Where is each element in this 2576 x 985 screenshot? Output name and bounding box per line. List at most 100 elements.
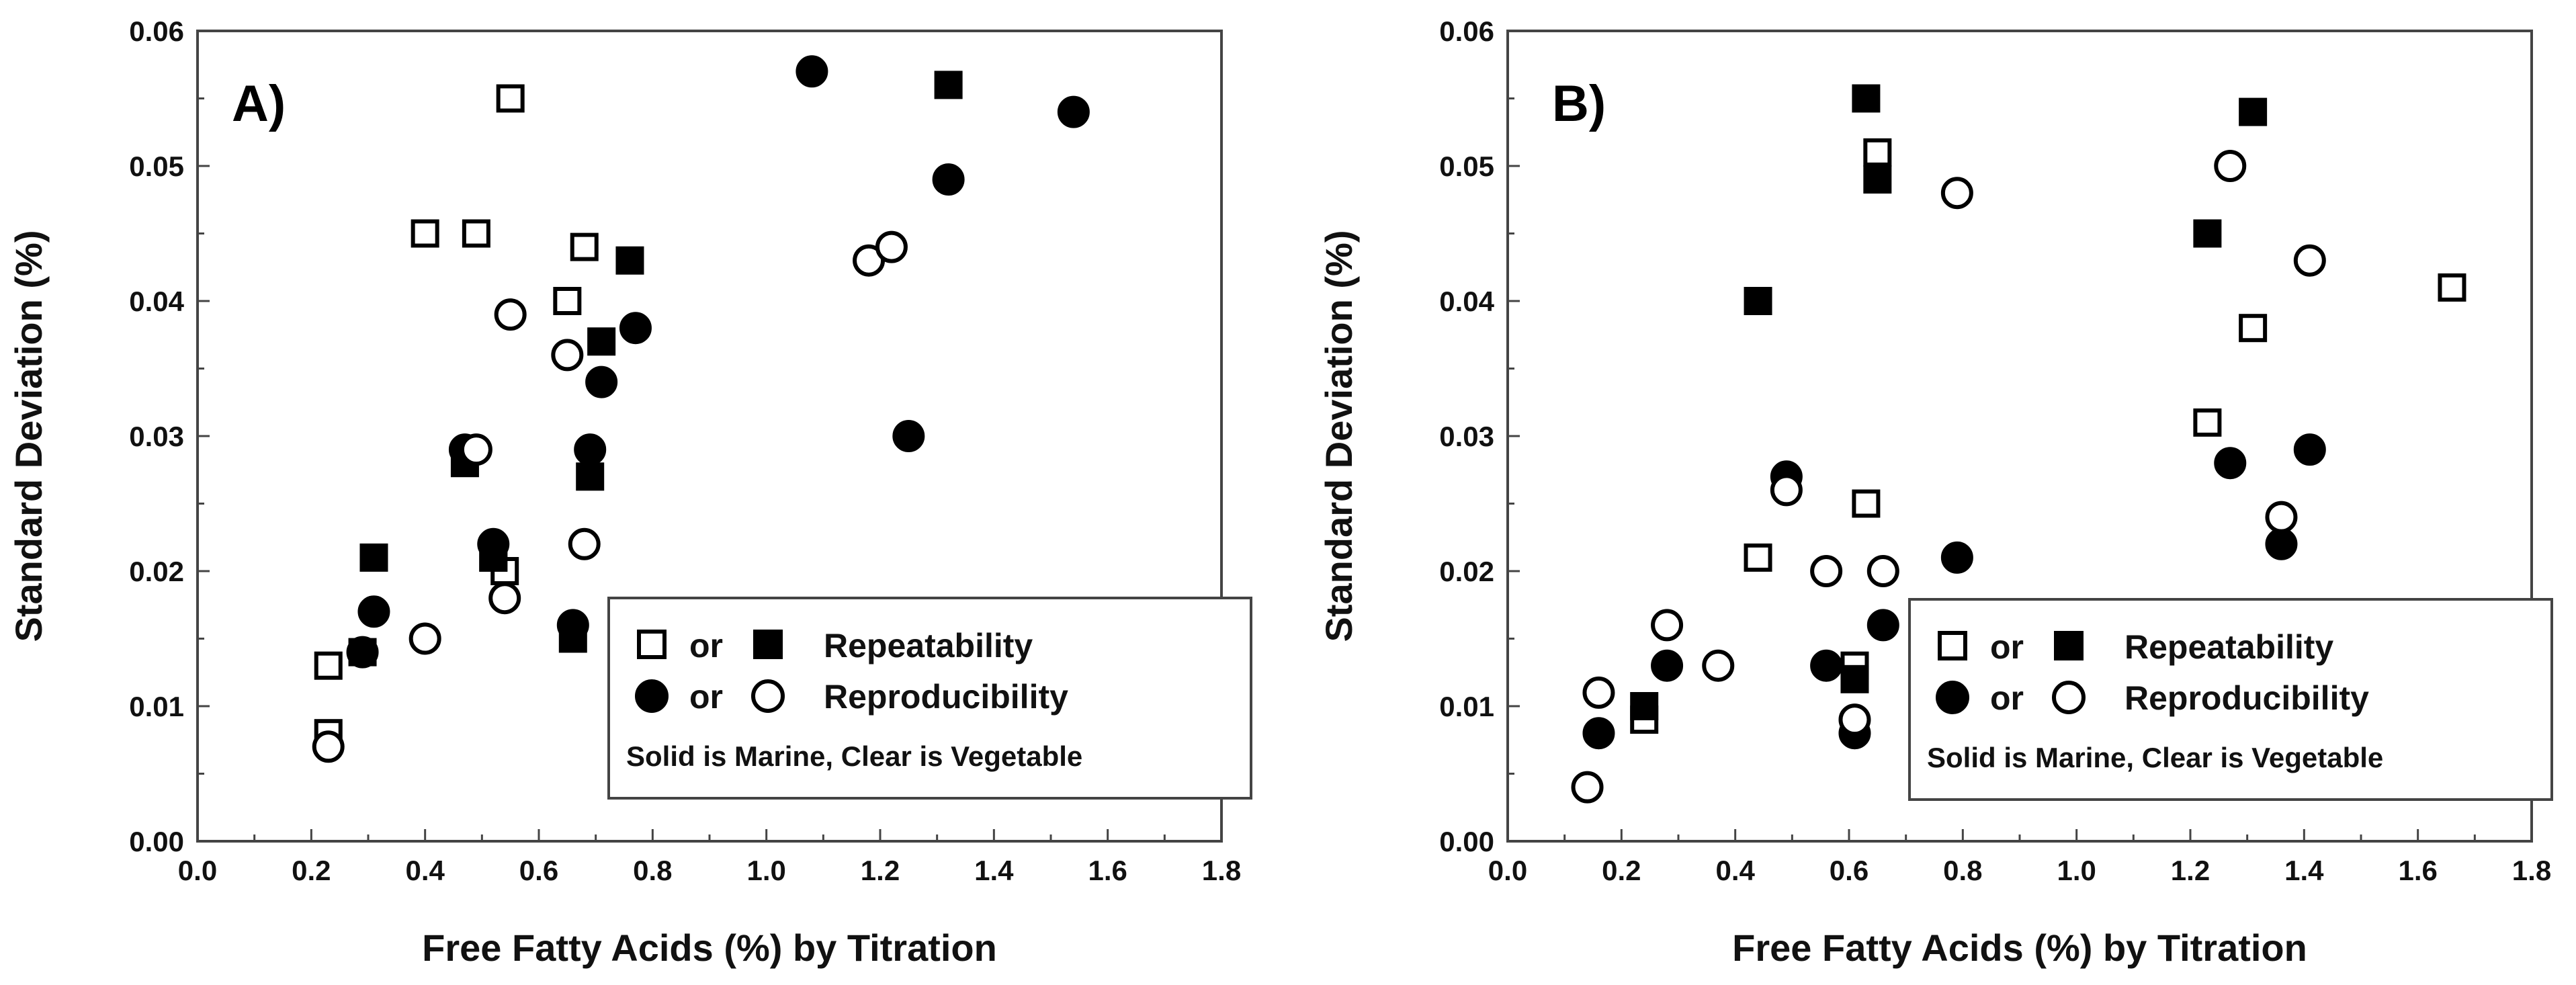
legend-reproducibility-label: Reproducibility	[824, 678, 1068, 716]
x-axis-label: Free Fatty Acids (%) by Titration	[422, 927, 997, 969]
y-tick-label: 0.03	[1439, 421, 1494, 452]
data-point-circle-filled	[1940, 541, 1973, 574]
data-point-circle-open	[2265, 501, 2298, 533]
x-tick-label: 0.6	[519, 855, 558, 886]
x-tick-label: 1.6	[1088, 855, 1127, 886]
y-tick-label: 0.05	[129, 151, 184, 182]
data-point-circle-filled	[892, 420, 925, 452]
x-tick-label: 0.0	[1488, 855, 1527, 886]
data-point-square-open	[2193, 408, 2222, 437]
y-tick-label: 0.04	[1439, 286, 1494, 317]
data-points	[1571, 84, 2466, 804]
data-point-square-open	[1863, 138, 1892, 167]
legend-box	[1908, 598, 2553, 801]
data-point-circle-open	[551, 339, 584, 372]
data-point-circle-open	[1940, 177, 1973, 210]
chart-panel-b: 0.0 0.2 0.4 0.6 0.8 1.0 1.2 1.4 1.6 1.8 0.00 0.01 0.…	[1318, 15, 2553, 969]
x-tick-label: 1.6	[2398, 855, 2437, 886]
legend-circle-open-marker	[751, 679, 785, 713]
data-point-circle-filled	[2214, 447, 2247, 480]
y-axis-label: Standard Deviation (%)	[1318, 230, 1360, 642]
legend-square-filled-marker	[753, 630, 783, 659]
y-tick-label: 0.05	[1439, 151, 1494, 182]
data-point-circle-filled	[2265, 527, 2298, 560]
data-point-circle-filled	[2293, 433, 2326, 466]
data-point-circle-open	[1651, 609, 1684, 642]
x-tick-label: 1.4	[974, 855, 1014, 886]
data-point-square-filled	[1630, 692, 1659, 720]
data-point-circle-filled	[556, 609, 589, 642]
legend-square-open-marker	[637, 630, 667, 659]
data-point-square-open	[2239, 314, 2268, 343]
data-point-square-filled	[1744, 287, 1772, 315]
x-tick-label: 1.0	[746, 855, 785, 886]
data-point-circle-filled	[619, 312, 652, 345]
x-tick-label: 1.4	[2284, 855, 2324, 886]
axis-ticks: 0.0 0.2 0.4 0.6 0.8 1.0 1.2 1.4 1.6 1.8 0.00 0.01 0.…	[1439, 15, 2551, 886]
data-point-square-open	[553, 287, 582, 315]
y-tick-label: 0.00	[129, 826, 184, 857]
x-tick-label: 0.2	[1602, 855, 1641, 886]
legend: or Repeatability or Reproducibility Soli…	[607, 597, 1252, 800]
x-tick-label: 0.0	[178, 855, 217, 886]
data-point-square-filled	[2239, 97, 2268, 126]
data-point-circle-open	[494, 298, 527, 331]
legend-note: Solid is Marine, Clear is Vegetable	[626, 740, 1082, 772]
data-point-circle-open	[1810, 555, 1843, 587]
y-tick-label: 0.04	[129, 286, 184, 317]
x-tick-label: 1.0	[2057, 855, 2096, 886]
x-tick-label: 0.2	[292, 855, 331, 886]
y-tick-label: 0.01	[129, 691, 184, 722]
data-point-square-filled	[934, 71, 963, 99]
data-point-circle-open	[460, 433, 492, 466]
x-tick-label: 1.8	[1202, 855, 1241, 886]
y-axis-label: Standard Deviation (%)	[7, 230, 50, 642]
data-point-square-open	[314, 651, 343, 680]
y-tick-label: 0.06	[129, 15, 184, 47]
data-point-circle-open	[568, 527, 601, 560]
data-point-circle-filled	[585, 366, 618, 398]
x-tick-label: 0.4	[405, 855, 445, 886]
data-point-circle-filled	[1866, 609, 1899, 642]
data-point-circle-open	[1866, 555, 1899, 587]
legend-note: Solid is Marine, Clear is Vegetable	[1927, 742, 2383, 773]
data-point-circle-filled	[796, 55, 828, 88]
legend-square-open-marker	[1938, 631, 1967, 660]
legend-circle-open-marker	[2052, 681, 2086, 714]
data-point-circle-filled	[574, 433, 607, 466]
data-point-square-filled	[576, 462, 605, 491]
data-point-square-filled	[359, 543, 388, 572]
data-point-square-open	[462, 219, 490, 248]
legend-or-text: or	[1990, 679, 2024, 717]
data-point-circle-open	[1770, 474, 1803, 507]
panel-label: B)	[1552, 75, 1606, 132]
legend-repeatability-label: Repeatability	[2124, 628, 2333, 666]
data-point-square-open	[1744, 543, 1772, 572]
x-tick-label: 0.6	[1830, 855, 1869, 886]
data-point-square-open	[2438, 273, 2466, 302]
data-points	[312, 55, 1090, 763]
x-tick-label: 0.8	[633, 855, 672, 886]
data-point-circle-open	[409, 622, 441, 655]
data-point-circle-open	[2214, 150, 2247, 182]
y-tick-label: 0.02	[129, 556, 184, 587]
legend-or-text: or	[689, 627, 723, 665]
legend-box	[607, 597, 1252, 800]
legend-reproducibility-label: Reproducibility	[2124, 679, 2369, 717]
data-point-circle-open	[1571, 771, 1604, 804]
legend-square-filled-marker	[2054, 631, 2084, 660]
legend-repeatability-label: Repeatability	[824, 627, 1033, 665]
data-point-circle-open	[875, 230, 908, 263]
data-point-circle-filled	[357, 595, 390, 628]
data-point-circle-open	[2293, 244, 2326, 277]
legend-or-text: or	[689, 678, 723, 716]
data-point-circle-open	[1838, 703, 1871, 736]
data-point-circle-open	[488, 582, 521, 615]
data-point-square-filled	[1840, 665, 1869, 693]
data-point-circle-filled	[346, 636, 379, 669]
panel-label: A)	[232, 75, 286, 132]
data-point-circle-filled	[1651, 649, 1684, 682]
x-tick-label: 1.2	[2171, 855, 2210, 886]
data-point-square-filled	[615, 246, 644, 275]
